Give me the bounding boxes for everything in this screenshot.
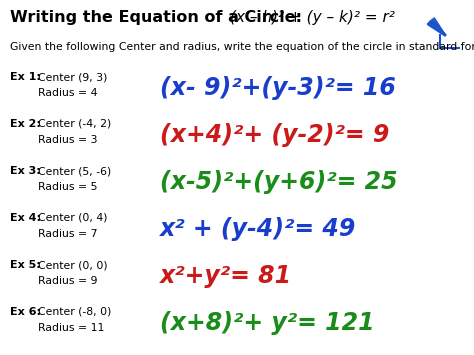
Text: (x-5)²+(y+6)²= 25: (x-5)²+(y+6)²= 25 bbox=[160, 170, 398, 194]
Text: Writing the Equation of a Circle:: Writing the Equation of a Circle: bbox=[10, 10, 302, 25]
Text: Ex 5:: Ex 5: bbox=[10, 260, 41, 270]
Text: (x- 9)²+(y-3)²= 16: (x- 9)²+(y-3)²= 16 bbox=[160, 76, 396, 100]
Text: Given the following Center and radius, write the equation of the circle in stand: Given the following Center and radius, w… bbox=[10, 42, 474, 52]
Text: Center (0, 4): Center (0, 4) bbox=[38, 213, 108, 223]
Text: Ex 1:: Ex 1: bbox=[10, 72, 41, 82]
Text: Ex 3:: Ex 3: bbox=[10, 166, 41, 176]
Text: Radius = 7: Radius = 7 bbox=[38, 229, 98, 239]
Text: Center (-8, 0): Center (-8, 0) bbox=[38, 307, 111, 317]
Text: Radius = 9: Radius = 9 bbox=[38, 276, 98, 286]
Text: (x – h)² + (y – k)² = r²: (x – h)² + (y – k)² = r² bbox=[230, 10, 395, 25]
Text: Ex 2:: Ex 2: bbox=[10, 119, 41, 129]
Text: Radius = 3: Radius = 3 bbox=[38, 135, 98, 145]
Text: (x+8)²+ y²= 121: (x+8)²+ y²= 121 bbox=[160, 311, 374, 335]
Text: Center (0, 0): Center (0, 0) bbox=[38, 260, 108, 270]
Text: Radius = 5: Radius = 5 bbox=[38, 182, 98, 192]
Text: x² + (y-4)²= 49: x² + (y-4)²= 49 bbox=[160, 217, 356, 241]
Text: Center (5, -6): Center (5, -6) bbox=[38, 166, 111, 176]
Text: Ex 6:: Ex 6: bbox=[10, 307, 41, 317]
Text: Center (9, 3): Center (9, 3) bbox=[38, 72, 108, 82]
Text: Ex 4:: Ex 4: bbox=[10, 213, 41, 223]
Text: (x+4)²+ (y-2)²= 9: (x+4)²+ (y-2)²= 9 bbox=[160, 123, 389, 147]
Text: x²+y²= 81: x²+y²= 81 bbox=[160, 264, 292, 288]
Text: Radius = 4: Radius = 4 bbox=[38, 88, 98, 98]
Text: Center (-4, 2): Center (-4, 2) bbox=[38, 119, 111, 129]
Text: Radius = 11: Radius = 11 bbox=[38, 323, 104, 333]
